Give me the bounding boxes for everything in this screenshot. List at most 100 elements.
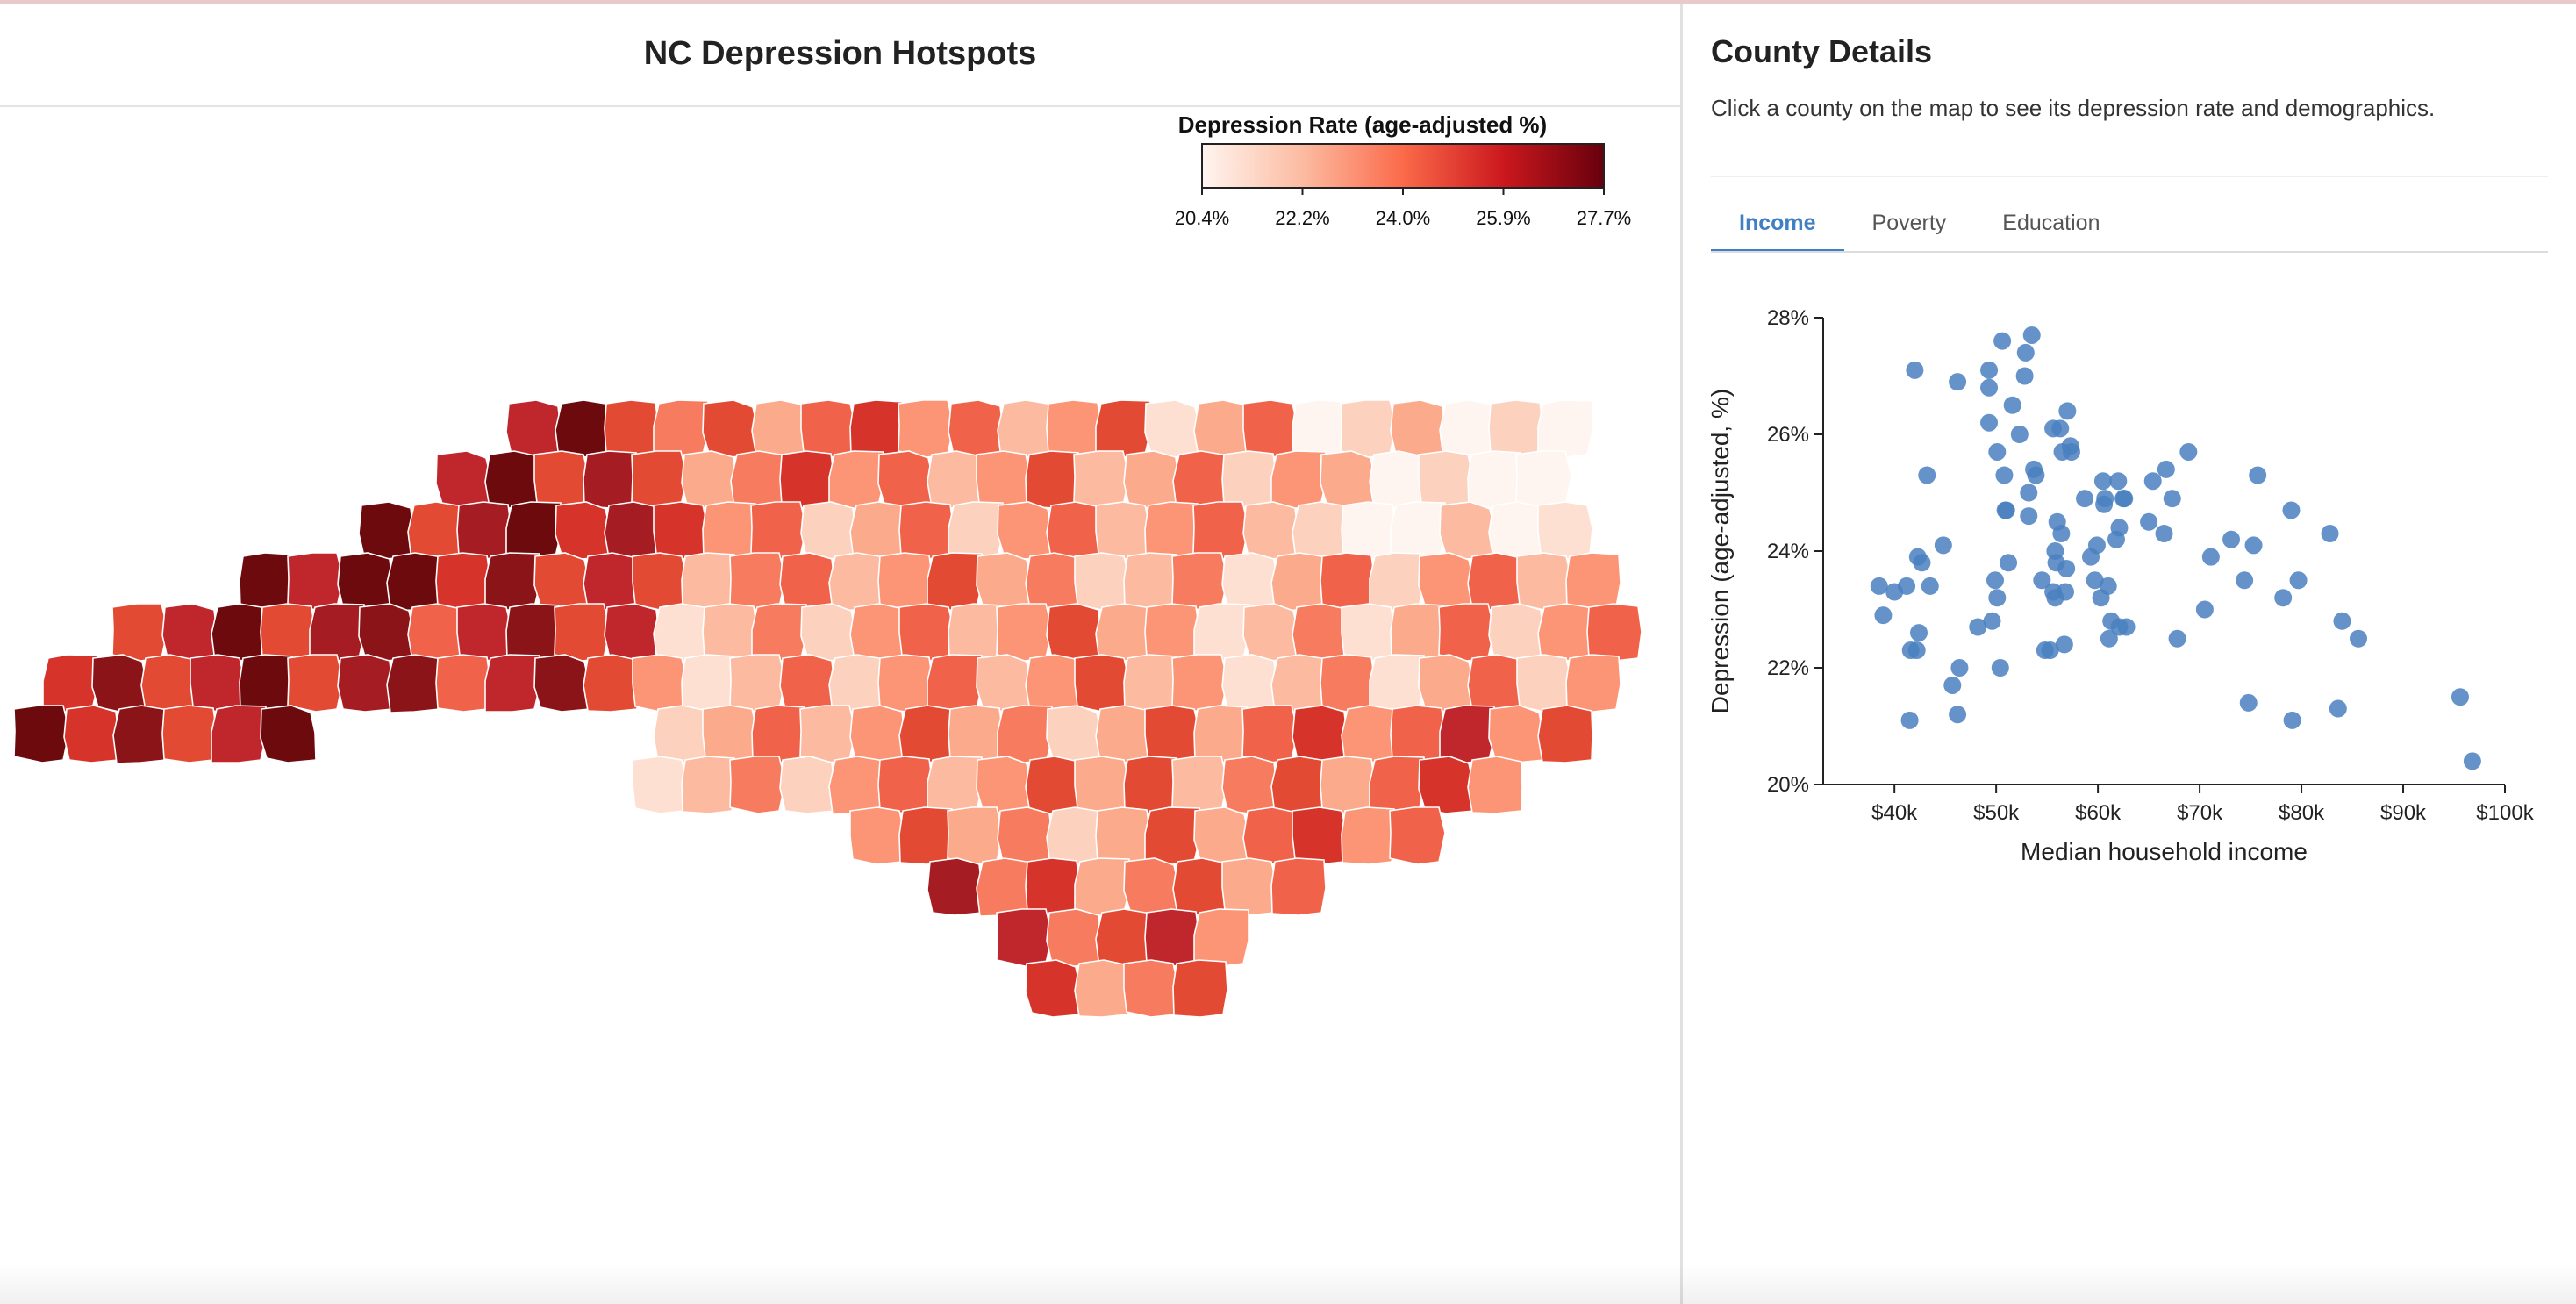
county-shape[interactable]	[1488, 501, 1544, 560]
county-shape[interactable]	[997, 705, 1053, 763]
scatter-point[interactable]	[1988, 589, 2007, 607]
county-shape[interactable]	[1488, 399, 1544, 458]
county-shape[interactable]	[239, 654, 295, 713]
county-shape[interactable]	[1074, 756, 1130, 814]
scatter-point[interactable]	[1913, 554, 1931, 572]
county-shape[interactable]	[1320, 450, 1377, 509]
county-shape[interactable]	[211, 603, 268, 663]
county-shape[interactable]	[1025, 552, 1081, 611]
scatter-point[interactable]	[2115, 490, 2134, 508]
county-shape[interactable]	[702, 501, 758, 560]
county-shape[interactable]	[1123, 654, 1179, 713]
scatter-point[interactable]	[1993, 332, 2012, 350]
county-shape[interactable]	[435, 552, 491, 611]
county-shape[interactable]	[1172, 450, 1229, 510]
county-shape[interactable]	[1095, 806, 1151, 865]
scatter-point[interactable]	[2283, 711, 2301, 729]
county-shape[interactable]	[976, 654, 1033, 713]
county-shape[interactable]	[1144, 603, 1200, 662]
county-shape[interactable]	[505, 603, 562, 662]
county-shape[interactable]	[484, 552, 540, 611]
county-shape[interactable]	[211, 705, 267, 763]
scatter-point[interactable]	[2282, 501, 2301, 519]
county-shape[interactable]	[631, 450, 688, 509]
county-shape[interactable]	[1046, 806, 1103, 866]
county-shape[interactable]	[554, 603, 611, 662]
county-shape[interactable]	[729, 552, 786, 611]
county-shape[interactable]	[948, 399, 1004, 458]
scatter-point[interactable]	[1969, 618, 1987, 636]
scatter-point[interactable]	[2099, 577, 2117, 595]
county-shape[interactable]	[583, 552, 639, 611]
scatter-point[interactable]	[1988, 442, 2007, 461]
county-shape[interactable]	[505, 501, 562, 560]
county-shape[interactable]	[358, 603, 415, 662]
scatter-point[interactable]	[1943, 676, 1962, 694]
county-shape[interactable]	[1095, 603, 1152, 663]
county-shape[interactable]	[1369, 450, 1425, 509]
county-shape[interactable]	[1193, 705, 1249, 763]
county-shape[interactable]	[828, 654, 885, 713]
county-shape[interactable]	[1270, 552, 1327, 612]
scatter-point[interactable]	[2274, 589, 2293, 607]
scatter-point[interactable]	[1918, 466, 1936, 484]
scatter-point[interactable]	[1910, 624, 1928, 642]
county-shape[interactable]	[996, 908, 1053, 967]
county-shape[interactable]	[976, 450, 1032, 509]
scatter-point[interactable]	[2117, 618, 2136, 636]
county-shape[interactable]	[63, 705, 119, 763]
county-shape[interactable]	[828, 756, 885, 815]
county-shape[interactable]	[190, 654, 246, 713]
scatter-point[interactable]	[2020, 507, 2038, 526]
county-shape[interactable]	[1389, 806, 1446, 865]
county-shape[interactable]	[1270, 654, 1327, 713]
county-shape[interactable]	[111, 603, 168, 662]
scatter-point[interactable]	[2096, 490, 2114, 508]
county-shape[interactable]	[1418, 450, 1474, 509]
county-shape[interactable]	[1418, 552, 1475, 611]
county-shape[interactable]	[1467, 654, 1523, 713]
county-shape[interactable]	[1095, 501, 1151, 560]
county-shape[interactable]	[1515, 450, 1572, 509]
county-shape[interactable]	[1341, 603, 1397, 662]
county-shape[interactable]	[828, 450, 884, 509]
scatter-point[interactable]	[2051, 419, 2070, 438]
scatter-point[interactable]	[2244, 536, 2263, 555]
county-shape[interactable]	[927, 756, 983, 814]
county-shape[interactable]	[947, 806, 1004, 865]
county-shape[interactable]	[849, 399, 905, 458]
county-shape[interactable]	[1439, 705, 1495, 763]
county-shape[interactable]	[1046, 603, 1102, 662]
scatter-point[interactable]	[2020, 484, 2038, 502]
scatter-point[interactable]	[2329, 699, 2347, 718]
county-shape[interactable]	[287, 654, 344, 713]
county-shape[interactable]	[1074, 959, 1130, 1018]
county-shape[interactable]	[1390, 705, 1446, 763]
county-shape[interactable]	[239, 552, 295, 611]
county-shape[interactable]	[779, 756, 835, 814]
county-shape[interactable]	[1467, 552, 1523, 611]
county-shape[interactable]	[1221, 552, 1277, 611]
county-shape[interactable]	[337, 552, 393, 611]
county-shape[interactable]	[484, 450, 540, 509]
county-shape[interactable]	[1418, 756, 1475, 814]
county-shape[interactable]	[828, 552, 885, 612]
scatter-point[interactable]	[1907, 641, 1926, 660]
scatter-point[interactable]	[1906, 361, 1924, 379]
county-shape[interactable]	[1074, 552, 1130, 611]
county-shape[interactable]	[632, 552, 688, 611]
county-shape[interactable]	[1418, 654, 1475, 713]
county-shape[interactable]	[505, 399, 562, 458]
scatter-point[interactable]	[1980, 361, 1999, 379]
scatter-point[interactable]	[2016, 343, 2035, 362]
county-shape[interactable]	[750, 501, 807, 560]
county-shape[interactable]	[1341, 501, 1397, 560]
scatter-point[interactable]	[2033, 571, 2051, 590]
county-shape[interactable]	[976, 552, 1033, 611]
county-shape[interactable]	[751, 705, 807, 763]
scatter-point[interactable]	[1898, 577, 1916, 595]
county-shape[interactable]	[555, 501, 612, 560]
county-shape[interactable]	[1242, 603, 1299, 662]
county-shape[interactable]	[1144, 399, 1201, 458]
county-shape[interactable]	[681, 654, 737, 713]
